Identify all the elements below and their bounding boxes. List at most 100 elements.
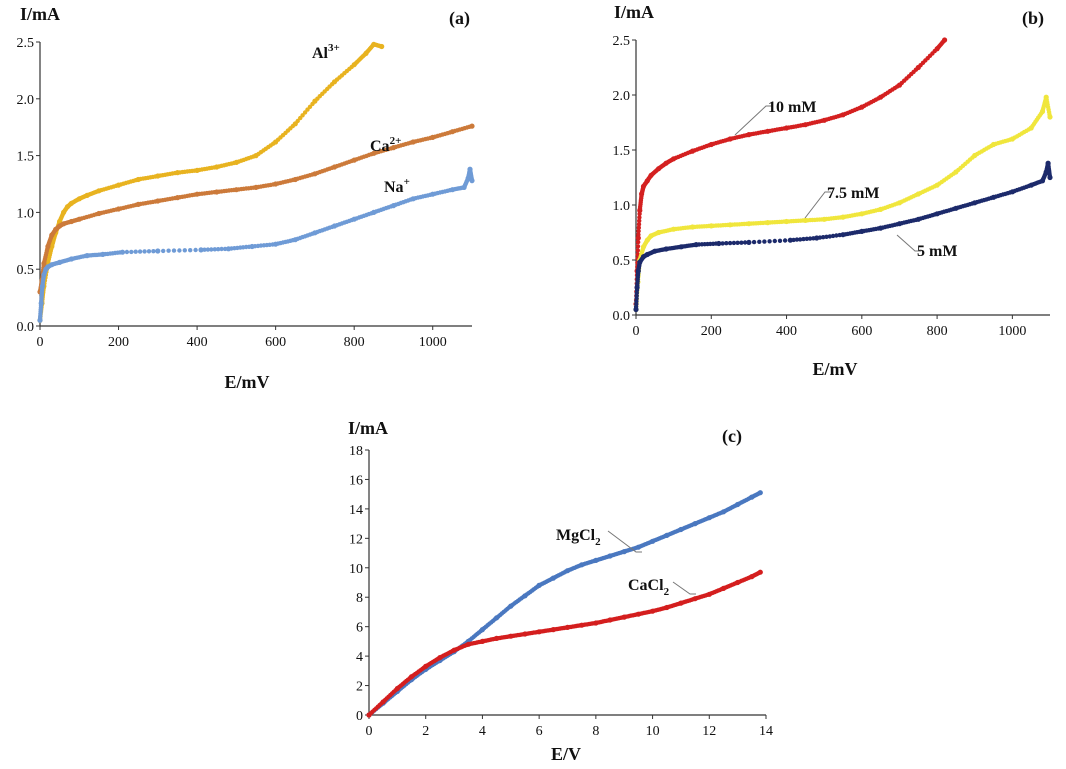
y-tick-label: 10 [349, 562, 363, 577]
curve-dot [202, 247, 207, 252]
series-label: Al3+ [312, 42, 340, 62]
leader-line [896, 234, 921, 252]
curve-dot [295, 118, 300, 124]
x-axis-title: E/mV [813, 359, 858, 379]
curve-dot [142, 249, 147, 254]
x-tick-label: 800 [344, 335, 365, 350]
x-axis-title: E/V [551, 744, 581, 764]
curve-dot [727, 240, 733, 246]
curve-dot [720, 241, 725, 246]
curve-dot [209, 247, 214, 252]
x-tick-label: 6 [536, 724, 543, 739]
leader-line [804, 191, 831, 219]
leader-line [607, 530, 642, 553]
curve-dot [635, 239, 641, 245]
x-tick-label: 10 [646, 724, 660, 739]
series-label: 10 mM [768, 99, 816, 116]
x-tick-label: 14 [759, 724, 773, 739]
curve-dot [177, 248, 182, 253]
series-label-sup: + [404, 176, 410, 188]
data-point [787, 237, 793, 243]
curve-dot [739, 240, 744, 245]
y-tick-label: 8 [356, 591, 363, 606]
series-label-base: CaCl [628, 577, 664, 594]
panel-label: (a) [449, 8, 470, 29]
curve-dot [731, 240, 737, 246]
series-0 [37, 41, 385, 323]
curve-dot [834, 233, 839, 238]
series-label: Na+ [384, 176, 410, 196]
curve-dot [791, 237, 796, 243]
leader-line [734, 105, 772, 136]
x-tick-label: 0 [366, 724, 373, 739]
curve-dot [137, 249, 143, 254]
curve-dot [801, 236, 806, 242]
curve-dot [133, 249, 138, 254]
x-tick-label: 800 [927, 324, 948, 339]
x-tick-label: 400 [187, 335, 208, 350]
data-point [469, 178, 475, 184]
x-tick-label: 0 [37, 335, 44, 350]
y-tick-label: 2.5 [17, 36, 35, 51]
y-tick-label: 12 [349, 532, 363, 547]
series-label: CaCl2 [628, 577, 670, 598]
x-tick-label: 600 [265, 335, 286, 350]
curve-dot [724, 241, 729, 246]
curve-dot [636, 222, 642, 227]
series-label-base: Ca [370, 138, 390, 155]
curve-dot [830, 233, 836, 239]
y-tick-label: 1.5 [17, 150, 35, 165]
y-tick-label: 6 [356, 621, 363, 636]
curve-dot [307, 104, 313, 110]
y-axis-title: I/mA [348, 418, 388, 438]
series-label: 7.5 mM [827, 185, 879, 202]
series-1 [633, 94, 1053, 313]
curve-dot [827, 234, 832, 239]
y-tick-label: 14 [349, 503, 363, 518]
curve-dot [821, 235, 826, 240]
curve-dot [637, 218, 642, 223]
curve-dot [205, 247, 211, 252]
curve-dot [817, 235, 823, 240]
curve-dot [636, 228, 641, 234]
series-1 [366, 569, 763, 718]
curve-dot [798, 237, 803, 242]
curve-dot [161, 248, 166, 254]
curve-dot [182, 248, 187, 253]
x-tick-label: 200 [108, 335, 129, 350]
curve-dot [772, 238, 777, 244]
series-label-base: Al [312, 45, 329, 62]
series-0 [366, 490, 763, 718]
curve-dot [767, 239, 772, 244]
x-tick-label: 200 [701, 324, 722, 339]
series-2 [633, 160, 1053, 313]
x-tick-label: 8 [592, 724, 599, 739]
curve-dot [762, 239, 767, 244]
series-label: Ca2+ [370, 135, 401, 155]
x-tick-label: 4 [479, 724, 486, 739]
curve-dot [171, 248, 177, 253]
data-point [198, 247, 204, 253]
y-tick-label: 0.5 [17, 263, 35, 278]
curve-dot [751, 239, 757, 245]
y-tick-label: 18 [349, 444, 363, 459]
data-point [757, 490, 763, 496]
curve-dot [305, 107, 310, 112]
curve-dot [129, 249, 134, 255]
panel-a: 0.0 0.5 1.0 1.5 2.0 2.5 0 200 400 600 800 1000 I/mA E… [17, 4, 475, 392]
curve-dot [166, 248, 171, 253]
curve-dot [635, 244, 641, 249]
y-tick-label: 0 [356, 709, 363, 724]
curve-dot [219, 246, 224, 252]
data-point [1047, 174, 1053, 181]
curve-dot [300, 113, 305, 118]
series-1 [37, 123, 475, 295]
y-tick-label: 0.0 [613, 309, 631, 324]
curve-dot [735, 240, 740, 245]
curve-dot [193, 247, 198, 253]
data-point [379, 43, 385, 50]
curve-dot [216, 247, 221, 252]
curve-dot [124, 249, 130, 255]
curve-dot [637, 215, 642, 220]
